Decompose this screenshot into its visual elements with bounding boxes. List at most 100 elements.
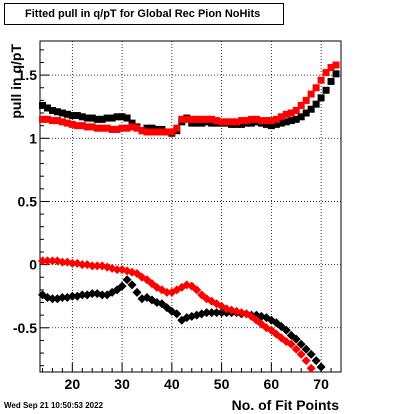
data-point [88,114,96,122]
data-point [272,115,280,123]
chart-title-box: Fitted pull in q/pT for Global Rec Pion … [4,3,284,25]
data-point [327,77,335,85]
data-point [212,308,222,318]
y-axis-title: pull in q/pT [8,44,24,119]
data-point [237,120,245,128]
data-point [297,101,305,109]
data-point [213,117,221,125]
data-point [277,113,285,121]
chart-title: Fitted pull in q/pT for Global Rec Pion … [25,8,261,20]
data-point [58,118,66,126]
data-point [198,119,206,127]
data-point [257,117,265,125]
data-point [143,124,151,132]
data-point [158,128,166,136]
data-point [148,128,156,136]
data-point [83,123,91,131]
timestamp: Wed Sep 21 10:50:53 2022 [4,401,104,410]
data-point [291,334,301,344]
data-point [77,260,87,270]
x-tick-label: 40 [164,376,180,392]
data-point [267,122,275,130]
data-point [128,119,136,127]
data-point [38,101,46,109]
data-point [47,294,57,304]
data-point [93,124,101,132]
data-point [312,84,320,92]
data-point [203,115,211,123]
data-point [193,115,201,123]
data-point [73,112,81,120]
data-point [306,349,316,359]
x-axis-title: No. of Fit Points [232,397,340,413]
data-point [103,114,111,122]
data-point [63,110,71,118]
data-point [67,258,77,268]
data-point [287,109,295,117]
data-point [112,265,122,275]
data-point [148,124,156,132]
data-point [242,117,250,125]
data-point [322,69,330,77]
data-point [292,106,300,114]
data-point [327,64,335,72]
data-point [281,325,291,335]
plot-frame [39,40,342,373]
data-point [162,287,172,297]
x-tick-label: 70 [313,376,329,392]
data-point [108,125,116,133]
data-point [192,285,202,295]
tick-labels: 20 30 40 50 60 70 -0.5 0 0.5 1 1.5 [13,67,329,392]
data-point [53,117,61,125]
data-point [43,104,51,112]
grid-lines [40,41,341,372]
data-point [63,119,71,127]
data-point [57,257,67,267]
x-tick-label: 30 [114,376,130,392]
data-point [92,261,102,271]
data-point [316,362,326,372]
data-point [317,94,325,102]
data-point [223,118,231,126]
data-point [172,309,182,319]
data-point [207,308,217,318]
data-point [312,100,320,108]
data-point [48,106,56,114]
data-point [97,290,107,300]
data-point [98,124,106,132]
data-point [252,115,260,123]
data-point [78,122,86,130]
data-point [272,120,280,128]
data-point [292,115,300,123]
data-point [322,86,330,94]
data-point [88,123,96,131]
data-point [262,120,270,128]
data-point [178,115,186,123]
data-markers [37,61,340,373]
data-point [43,115,51,123]
x-tick-label: 20 [65,376,81,392]
data-point [77,290,87,300]
data-point [37,256,47,266]
data-point [87,261,97,271]
data-point [93,115,101,123]
data-point [198,115,206,123]
data-point [123,114,131,122]
data-point [277,119,285,127]
data-point [118,124,126,132]
data-point [47,256,57,266]
data-point [128,123,136,131]
data-point [228,118,236,126]
y-tick-label: 0.5 [18,193,38,209]
data-point [58,109,66,117]
data-point [168,128,176,136]
data-point [153,128,161,136]
axis-ticks [40,49,342,372]
data-point [332,70,340,78]
data-point [83,114,91,122]
data-point [208,119,216,127]
data-point [301,344,311,354]
data-point [307,105,315,113]
data-point [297,113,305,121]
